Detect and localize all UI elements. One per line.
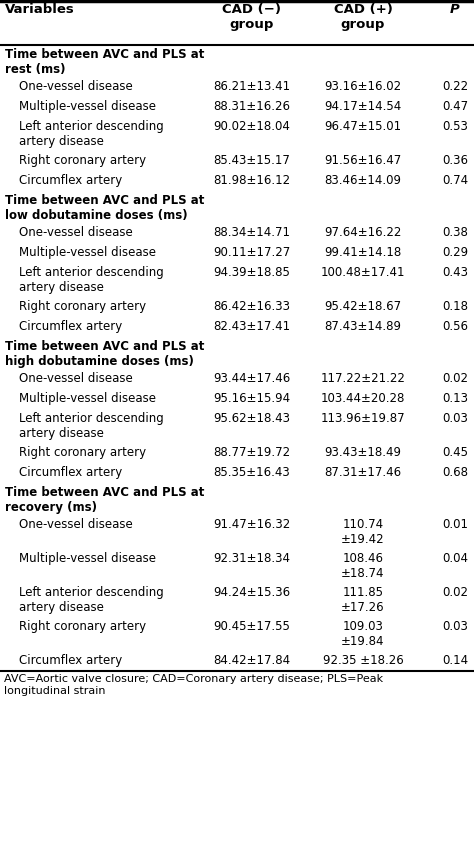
Text: 86.21±13.41: 86.21±13.41 (213, 80, 291, 93)
Text: 92.31±18.34: 92.31±18.34 (213, 552, 291, 565)
Text: 84.42±17.84: 84.42±17.84 (213, 654, 291, 667)
Text: 99.41±14.18: 99.41±14.18 (324, 246, 401, 259)
Text: Right coronary artery: Right coronary artery (19, 620, 146, 633)
Text: 0.53: 0.53 (442, 120, 468, 133)
Text: 110.74
±19.42: 110.74 ±19.42 (341, 518, 385, 546)
Text: 0.01: 0.01 (442, 518, 468, 531)
Text: 94.24±15.36: 94.24±15.36 (213, 586, 291, 599)
Text: 88.77±19.72: 88.77±19.72 (213, 446, 291, 459)
Text: 88.31±16.26: 88.31±16.26 (213, 100, 291, 113)
Text: 0.03: 0.03 (442, 412, 468, 425)
Text: Left anterior descending
artery disease: Left anterior descending artery disease (19, 120, 164, 148)
Text: Left anterior descending
artery disease: Left anterior descending artery disease (19, 586, 164, 614)
Text: 0.04: 0.04 (442, 552, 468, 565)
Text: 117.22±21.22: 117.22±21.22 (320, 372, 405, 385)
Text: Variables: Variables (5, 3, 75, 16)
Text: 87.31±17.46: 87.31±17.46 (324, 466, 401, 479)
Text: 95.16±15.94: 95.16±15.94 (213, 392, 291, 405)
Text: 113.96±19.87: 113.96±19.87 (321, 412, 405, 425)
Text: 0.56: 0.56 (442, 320, 468, 333)
Text: 0.13: 0.13 (442, 392, 468, 405)
Text: 97.64±16.22: 97.64±16.22 (324, 226, 401, 239)
Text: 0.45: 0.45 (442, 446, 468, 459)
Text: Time between AVC and PLS at
high dobutamine doses (ms): Time between AVC and PLS at high dobutam… (5, 340, 204, 368)
Text: 93.16±16.02: 93.16±16.02 (324, 80, 401, 93)
Text: 83.46±14.09: 83.46±14.09 (325, 174, 401, 187)
Text: CAD (+)
group: CAD (+) group (334, 3, 392, 31)
Text: 0.29: 0.29 (442, 246, 468, 259)
Text: 91.56±16.47: 91.56±16.47 (324, 154, 401, 167)
Text: One-vessel disease: One-vessel disease (19, 372, 133, 385)
Text: 91.47±16.32: 91.47±16.32 (213, 518, 291, 531)
Text: Multiple-vessel disease: Multiple-vessel disease (19, 246, 156, 259)
Text: 92.35 ±18.26: 92.35 ±18.26 (323, 654, 403, 667)
Text: Time between AVC and PLS at
low dobutamine doses (ms): Time between AVC and PLS at low dobutami… (5, 194, 204, 222)
Text: 88.34±14.71: 88.34±14.71 (213, 226, 291, 239)
Text: Right coronary artery: Right coronary artery (19, 154, 146, 167)
Text: 85.35±16.43: 85.35±16.43 (214, 466, 291, 479)
Text: One-vessel disease: One-vessel disease (19, 518, 133, 531)
Text: Left anterior descending
artery disease: Left anterior descending artery disease (19, 266, 164, 294)
Text: 0.47: 0.47 (442, 100, 468, 113)
Text: Multiple-vessel disease: Multiple-vessel disease (19, 100, 156, 113)
Text: 81.98±16.12: 81.98±16.12 (213, 174, 291, 187)
Text: 95.62±18.43: 95.62±18.43 (213, 412, 291, 425)
Text: 0.74: 0.74 (442, 174, 468, 187)
Text: 0.18: 0.18 (442, 300, 468, 313)
Text: 100.48±17.41: 100.48±17.41 (321, 266, 405, 279)
Text: Circumflex artery: Circumflex artery (19, 320, 122, 333)
Text: CAD (−)
group: CAD (−) group (222, 3, 282, 31)
Text: 93.43±18.49: 93.43±18.49 (325, 446, 401, 459)
Text: Left anterior descending
artery disease: Left anterior descending artery disease (19, 412, 164, 440)
Text: One-vessel disease: One-vessel disease (19, 226, 133, 239)
Text: 0.14: 0.14 (442, 654, 468, 667)
Text: 0.02: 0.02 (442, 586, 468, 599)
Text: 87.43±14.89: 87.43±14.89 (325, 320, 401, 333)
Text: 0.43: 0.43 (442, 266, 468, 279)
Text: Multiple-vessel disease: Multiple-vessel disease (19, 552, 156, 565)
Text: 94.17±14.54: 94.17±14.54 (324, 100, 401, 113)
Text: 0.36: 0.36 (442, 154, 468, 167)
Text: 0.02: 0.02 (442, 372, 468, 385)
Text: One-vessel disease: One-vessel disease (19, 80, 133, 93)
Text: Circumflex artery: Circumflex artery (19, 466, 122, 479)
Text: Time between AVC and PLS at
rest (ms): Time between AVC and PLS at rest (ms) (5, 48, 204, 76)
Text: Right coronary artery: Right coronary artery (19, 300, 146, 313)
Text: 103.44±20.28: 103.44±20.28 (321, 392, 405, 405)
Text: 96.47±15.01: 96.47±15.01 (324, 120, 401, 133)
Text: 85.43±15.17: 85.43±15.17 (214, 154, 291, 167)
Text: 93.44±17.46: 93.44±17.46 (213, 372, 291, 385)
Text: Multiple-vessel disease: Multiple-vessel disease (19, 392, 156, 405)
Text: Right coronary artery: Right coronary artery (19, 446, 146, 459)
Text: Circumflex artery: Circumflex artery (19, 654, 122, 667)
Text: 0.68: 0.68 (442, 466, 468, 479)
Text: 0.38: 0.38 (442, 226, 468, 239)
Text: 94.39±18.85: 94.39±18.85 (214, 266, 291, 279)
Text: 90.45±17.55: 90.45±17.55 (214, 620, 291, 633)
Text: 108.46
±18.74: 108.46 ±18.74 (341, 552, 385, 580)
Text: 90.11±17.27: 90.11±17.27 (213, 246, 291, 259)
Text: 109.03
±19.84: 109.03 ±19.84 (341, 620, 385, 648)
Text: Circumflex artery: Circumflex artery (19, 174, 122, 187)
Text: Time between AVC and PLS at
recovery (ms): Time between AVC and PLS at recovery (ms… (5, 486, 204, 514)
Text: 0.03: 0.03 (442, 620, 468, 633)
Text: 0.22: 0.22 (442, 80, 468, 93)
Text: 82.43±17.41: 82.43±17.41 (213, 320, 291, 333)
Text: 90.02±18.04: 90.02±18.04 (214, 120, 291, 133)
Text: AVC=Aortic valve closure; CAD=Coronary artery disease; PLS=Peak
longitudinal str: AVC=Aortic valve closure; CAD=Coronary a… (4, 674, 383, 695)
Text: 111.85
±17.26: 111.85 ±17.26 (341, 586, 385, 614)
Text: 86.42±16.33: 86.42±16.33 (213, 300, 291, 313)
Text: 95.42±18.67: 95.42±18.67 (324, 300, 401, 313)
Text: P: P (450, 3, 460, 16)
